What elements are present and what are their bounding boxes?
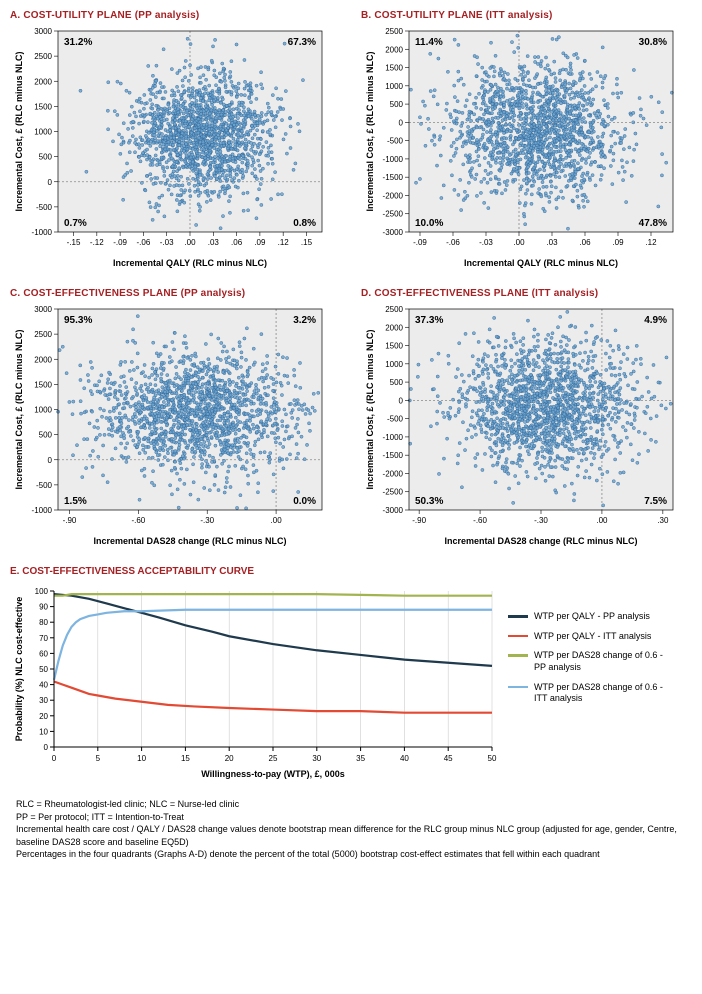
legend-swatch — [508, 686, 528, 689]
legend-item: WTP per QALY - ITT analysis — [508, 631, 664, 643]
svg-text:-500: -500 — [36, 481, 53, 490]
panel-c-chart: -.90 -.60 -.30 .00 -1000 -500 0 500 1000 1500 2000… — [10, 303, 341, 548]
legend-swatch — [508, 635, 528, 638]
svg-text:-.09: -.09 — [113, 238, 127, 247]
svg-text:3000: 3000 — [34, 27, 52, 36]
legend-swatch — [508, 654, 528, 657]
svg-text:1000: 1000 — [34, 406, 52, 415]
svg-text:95.3%: 95.3% — [64, 315, 92, 326]
footnotes: RLC = Rheumatologist-led clinic; NLC = N… — [10, 798, 692, 861]
panel-d-chart: -.90-.60-.30.00.30-3000-2500-2000-1500-1… — [361, 303, 692, 548]
svg-text:Incremental Cost, £ (RLC minus: Incremental Cost, £ (RLC minus NLC) — [365, 51, 375, 211]
svg-text:-3000: -3000 — [383, 228, 404, 237]
svg-text:1500: 1500 — [385, 64, 403, 73]
legend-label: WTP per QALY - ITT analysis — [534, 631, 651, 643]
svg-text:1000: 1000 — [385, 82, 403, 91]
svg-text:-1000: -1000 — [383, 155, 404, 164]
footnote-line: Percentages in the four quadrants (Graph… — [16, 848, 686, 861]
svg-text:.09: .09 — [254, 238, 266, 247]
footnote-line: Incremental health care cost / QALY / DA… — [16, 823, 686, 848]
svg-text:Incremental Cost, £ (RLC minus: Incremental Cost, £ (RLC minus NLC) — [14, 51, 24, 211]
svg-text:Incremental QALY (RLC minus NL: Incremental QALY (RLC minus NLC) — [464, 258, 618, 268]
panel-a-title: A. COST-UTILITY PLANE (PP analysis) — [10, 10, 341, 21]
svg-text:2000: 2000 — [34, 77, 52, 86]
svg-text:-.09: -.09 — [413, 238, 427, 247]
svg-text:2500: 2500 — [385, 27, 403, 36]
panel-c-title: C. COST-EFFECTIVENESS PLANE (PP analysis… — [10, 288, 341, 299]
svg-text:3000: 3000 — [34, 305, 52, 314]
svg-text:30.8%: 30.8% — [639, 37, 667, 48]
legend-swatch — [508, 615, 528, 618]
svg-text:.06: .06 — [579, 238, 591, 247]
svg-text:Incremental DAS28 change (RLC: Incremental DAS28 change (RLC minus NLC) — [93, 536, 286, 546]
svg-text:11.4%: 11.4% — [415, 37, 443, 48]
legend-label: WTP per QALY - PP analysis — [534, 611, 650, 623]
legend-label: WTP per DAS28 change of 0.6 - ITT analys… — [534, 682, 664, 705]
svg-text:0.0%: 0.0% — [293, 496, 316, 507]
svg-text:-500: -500 — [36, 203, 53, 212]
svg-text:0: 0 — [399, 118, 404, 127]
svg-text:500: 500 — [390, 100, 404, 109]
svg-text:.15: .15 — [301, 238, 313, 247]
svg-text:.12: .12 — [645, 238, 657, 247]
svg-text:1500: 1500 — [34, 380, 52, 389]
legend-item: WTP per QALY - PP analysis — [508, 611, 664, 623]
svg-text:2500: 2500 — [34, 330, 52, 339]
panel-a-chart: -.15 -.12 -.09 -.06 -.03 .00 .03 .06 .09 .12 .15 -1… — [10, 25, 341, 270]
svg-text:2000: 2000 — [34, 355, 52, 364]
svg-text:-.06: -.06 — [137, 238, 151, 247]
svg-text:0.8%: 0.8% — [293, 218, 316, 229]
svg-text:500: 500 — [39, 153, 53, 162]
svg-text:-.06: -.06 — [446, 238, 460, 247]
svg-text:.06: .06 — [231, 238, 243, 247]
svg-text:-1000: -1000 — [32, 228, 53, 237]
panel-b-title: B. COST-UTILITY PLANE (ITT analysis) — [361, 10, 692, 21]
footnote-line: PP = Per protocol; ITT = Intention-to-Tr… — [16, 811, 686, 824]
svg-text:1.5%: 1.5% — [64, 496, 87, 507]
svg-text:Incremental Cost, £ (RLC minus: Incremental Cost, £ (RLC minus NLC) — [14, 329, 24, 489]
svg-text:47.8%: 47.8% — [639, 218, 667, 229]
svg-text:-2500: -2500 — [383, 210, 404, 219]
panel-e-legend: WTP per QALY - PP analysis WTP per QALY -… — [500, 581, 664, 713]
svg-text:0: 0 — [48, 178, 53, 187]
footnote-line: RLC = Rheumatologist-led clinic; NLC = N… — [16, 798, 686, 811]
svg-text:-.15: -.15 — [67, 238, 81, 247]
panel-b-chart: -.09 -.06 -.03 .00 .03 .06 .09 .12 -3000 -2500 -20… — [361, 25, 692, 270]
svg-text:2500: 2500 — [34, 52, 52, 61]
svg-text:.03: .03 — [546, 238, 558, 247]
panel-d-title: D. COST-EFFECTIVENESS PLANE (ITT analysi… — [361, 288, 692, 299]
svg-text:-.03: -.03 — [479, 238, 493, 247]
svg-text:-500: -500 — [387, 137, 404, 146]
svg-text:-1500: -1500 — [383, 173, 404, 182]
svg-text:1000: 1000 — [34, 128, 52, 137]
svg-text:-.03: -.03 — [160, 238, 174, 247]
svg-text:-2000: -2000 — [383, 191, 404, 200]
svg-text:.09: .09 — [612, 238, 624, 247]
panel-e-chart: 0510152025303540455001020304050607080901… — [10, 581, 500, 786]
svg-text:67.3%: 67.3% — [288, 37, 316, 48]
svg-text:-.90: -.90 — [63, 516, 77, 525]
svg-text:3.2%: 3.2% — [293, 315, 316, 326]
svg-text:.12: .12 — [278, 238, 290, 247]
legend-label: WTP per DAS28 change of 0.6 - PP analysi… — [534, 650, 664, 673]
svg-text:.00: .00 — [271, 516, 283, 525]
panel-e-title: E. COST-EFFECTIVENESS ACCEPTABILITY CURV… — [10, 566, 692, 577]
svg-text:.00: .00 — [184, 238, 196, 247]
svg-text:2000: 2000 — [385, 45, 403, 54]
svg-text:-1000: -1000 — [32, 506, 53, 515]
svg-text:-.12: -.12 — [90, 238, 104, 247]
svg-text:0.7%: 0.7% — [64, 218, 87, 229]
legend-item: WTP per DAS28 change of 0.6 - PP analysi… — [508, 650, 664, 673]
svg-text:Incremental QALY (RLC minus NL: Incremental QALY (RLC minus NLC) — [113, 258, 267, 268]
svg-text:-.30: -.30 — [200, 516, 214, 525]
svg-text:10.0%: 10.0% — [415, 218, 443, 229]
svg-text:-.60: -.60 — [131, 516, 145, 525]
svg-text:.03: .03 — [208, 238, 220, 247]
svg-text:31.2%: 31.2% — [64, 37, 92, 48]
svg-text:.00: .00 — [513, 238, 525, 247]
svg-text:0: 0 — [48, 456, 53, 465]
legend-item: WTP per DAS28 change of 0.6 - ITT analys… — [508, 682, 664, 705]
svg-text:500: 500 — [39, 431, 53, 440]
svg-text:1500: 1500 — [34, 102, 52, 111]
